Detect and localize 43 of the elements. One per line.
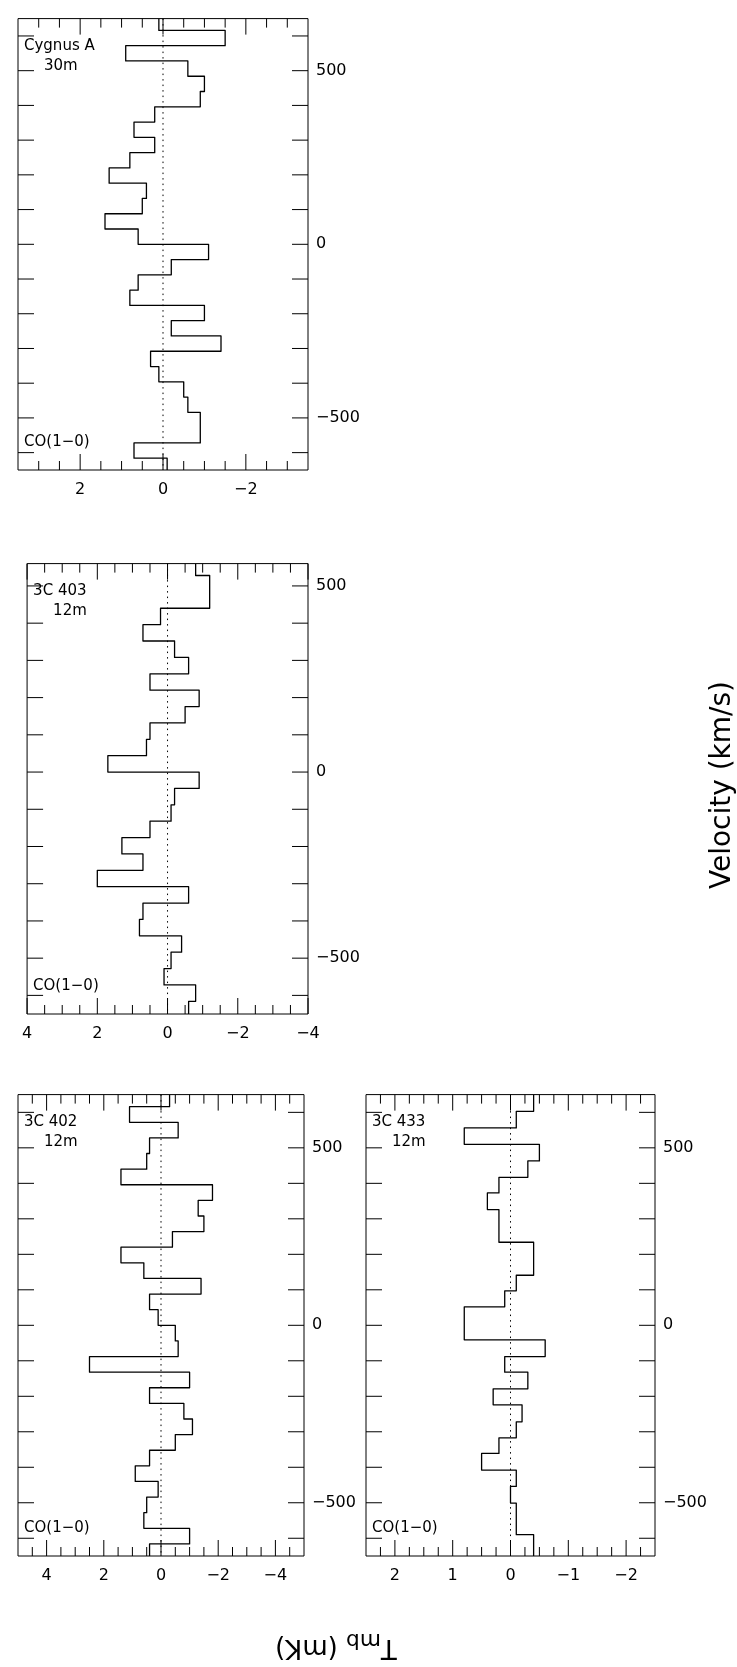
annotation: CO(1−0) — [33, 976, 99, 995]
annotation: CO(1−0) — [372, 1518, 438, 1537]
y-tick-label: −500 — [316, 947, 360, 967]
x-tick-label: −4 — [263, 1564, 288, 1584]
annotation: 30m — [44, 55, 78, 74]
x-tick-label: 0 — [505, 1564, 516, 1584]
y-tick-label: 500 — [312, 1136, 343, 1156]
x-tick-label: 2 — [98, 1564, 109, 1584]
x-tick-label: −4 — [296, 1022, 320, 1042]
annotation: CO(1−0) — [24, 432, 90, 451]
y-tick-label: 500 — [663, 1136, 694, 1156]
x-tick-label: 2 — [92, 1022, 103, 1042]
y-tick-label: −500 — [312, 1491, 356, 1511]
x-tick-label: 4 — [22, 1022, 33, 1042]
x-tick-label: 0 — [157, 478, 169, 498]
annotation: 12m — [53, 600, 87, 619]
annotation: CO(1−0) — [24, 1518, 90, 1537]
x-tick-label: 2 — [389, 1564, 400, 1584]
x-tick-label: −2 — [225, 1022, 250, 1042]
annotation: 12m — [392, 1131, 426, 1150]
y-tick-label: 0 — [316, 761, 327, 781]
annotation: 3C 402 — [24, 1111, 78, 1130]
x-tick-label: 4 — [41, 1564, 52, 1584]
x-tick-label: −1 — [556, 1564, 581, 1584]
x-tick-label: 0 — [162, 1022, 173, 1042]
annotation: 3C 433 — [372, 1111, 426, 1130]
x-tick-label: −2 — [234, 478, 258, 498]
y-tick-label: −500 — [316, 407, 360, 427]
x-tick-label: −2 — [614, 1564, 638, 1584]
x-tick-label: 1 — [447, 1564, 458, 1584]
y-tick-label: 500 — [316, 59, 347, 79]
y-tick-label: −500 — [663, 1491, 707, 1511]
annotation: 3C 403 — [33, 580, 87, 599]
y-tick-label: 0 — [312, 1314, 323, 1334]
annotation: Cygnus A — [24, 35, 96, 54]
x-tick-label: 0 — [155, 1564, 167, 1584]
x-tick-label: −2 — [206, 1564, 230, 1584]
y-axis-title: Velocity (km/s) — [704, 679, 737, 892]
y-tick-label: 0 — [663, 1314, 674, 1334]
x-tick-label: 2 — [75, 478, 86, 498]
y-tick-label: 500 — [316, 575, 347, 595]
annotation: 12m — [44, 1131, 78, 1150]
y-tick-label: 0 — [316, 233, 327, 253]
